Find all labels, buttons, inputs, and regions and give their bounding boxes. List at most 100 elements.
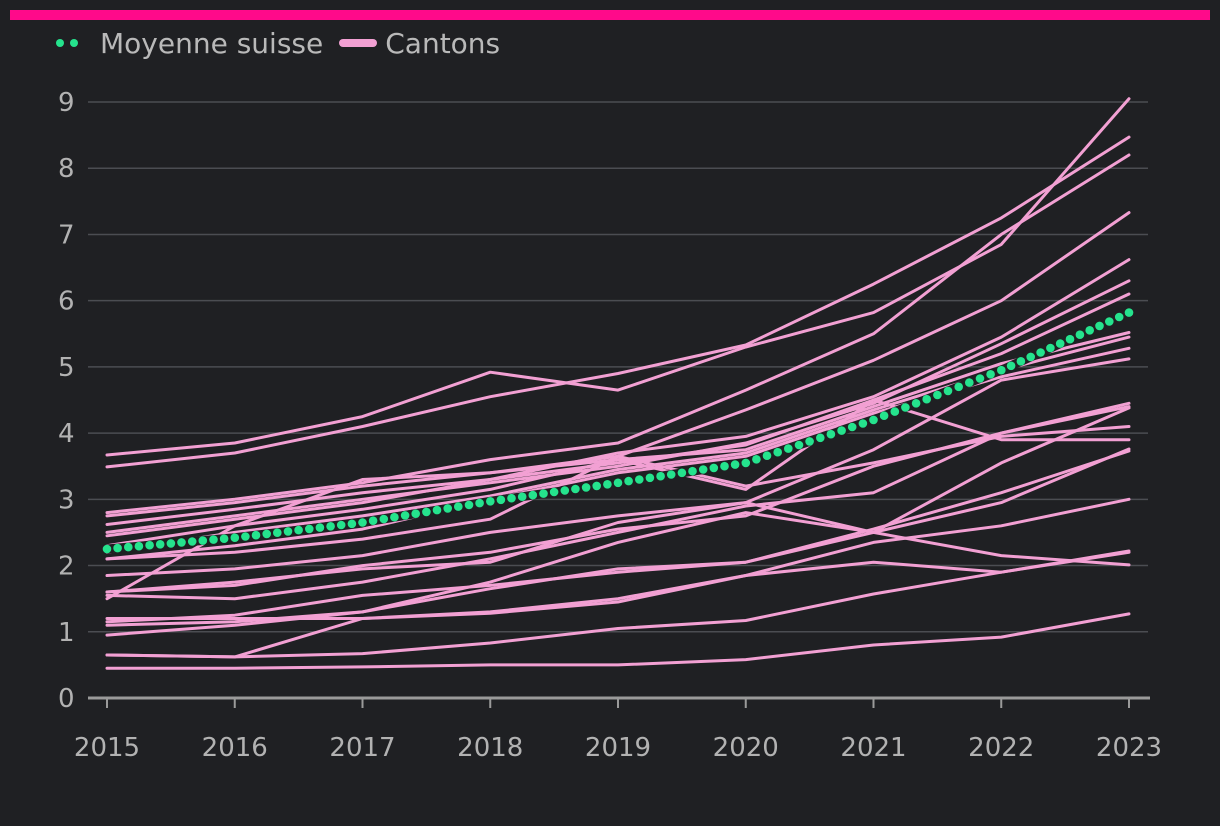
average-dot [486,497,495,506]
average-dot [432,505,442,515]
chart-legend: Moyenne suisse Cantons [56,26,516,60]
x-tick-label: 2019 [585,733,651,763]
legend-item-average: Moyenne suisse [56,27,323,60]
y-tick-label: 4 [58,419,75,449]
average-dot [390,512,399,522]
canton-line [105,357,1131,577]
average-dot [816,433,825,443]
average-dot [1114,312,1124,322]
average-dot [858,419,868,428]
average-dot [102,544,112,554]
average-dot [1026,352,1035,362]
x-tick-label: 2015 [74,733,140,763]
average-dot [166,539,176,548]
average-dot [571,484,580,494]
average-dot [794,440,804,450]
average-dot [986,370,995,379]
average-dot [411,509,421,518]
canton-lines [105,97,1131,670]
average-dot [454,502,463,511]
average-dot [283,527,293,536]
average-dot [539,489,548,498]
average-dot [528,490,538,500]
y-tick-label: 9 [58,88,75,118]
y-tick-label: 1 [58,618,75,648]
y-tick-label: 2 [58,552,75,582]
average-dot [124,542,133,552]
average-dot-marker [56,39,90,47]
average-dot [113,543,122,553]
average-dot [698,465,708,474]
average-dot [145,540,154,550]
cantons-line-marker [339,39,378,47]
canton-line [105,612,1131,670]
average-dot [507,493,516,503]
x-tick-label: 2021 [840,733,906,763]
canton-line [105,398,1131,601]
canton-line [105,153,1131,515]
x-tick-label: 2017 [329,733,395,763]
top-accent-bar [10,10,1210,20]
average-dot [805,437,814,446]
average-dot [230,533,240,542]
average-dot [560,486,570,495]
average-dot [294,525,303,535]
x-tick-label: 2022 [968,733,1034,763]
y-tick-label: 6 [58,287,75,317]
canton-line [105,501,1131,594]
average-dot [688,466,697,476]
average-dot [209,535,218,544]
average-dot [1085,326,1094,335]
average-dot [241,532,250,541]
average-dot [1105,317,1114,326]
x-tick-label: 2016 [202,733,268,763]
average-dot [475,498,484,508]
canton-line [105,550,1131,659]
y-tick-label: 0 [58,684,75,714]
average-dot [422,507,431,517]
average-dot [922,394,931,404]
average-dot [635,475,644,484]
average-dot [720,461,729,471]
axis-layer: 0 1 2 3 4 5 6 7 8 9 2015 2016 2017 2018 2019 2020 2021 20… [58,88,1162,763]
average-dot [1036,348,1045,357]
average-dot [784,444,793,453]
average-dot [677,468,687,478]
average-dot [847,422,857,432]
y-tick-label: 5 [58,353,75,383]
average-dot [624,476,633,486]
average-dot [134,541,144,551]
average-dot [177,538,186,547]
average-dot [443,504,453,513]
average-dot [826,429,836,439]
canton-line [105,549,1131,659]
canton-line [105,258,1131,526]
average-dot [368,516,378,525]
average-dot [517,492,527,502]
average-dot [326,522,335,531]
average-dot [336,520,346,530]
average-dot [1055,339,1065,348]
average-dot [592,481,601,491]
average-dot [997,365,1006,375]
legend-average-label: Moyenne suisse [100,26,324,60]
canton-line [105,135,1131,469]
average-dot [187,537,197,546]
average-dot [400,511,410,520]
average-series [102,308,1134,554]
average-dot [1124,308,1134,317]
average-dot [762,451,772,461]
x-tick-label: 2020 [713,733,779,763]
average-dot [656,471,665,481]
average-dot [1016,357,1026,366]
average-dot [975,374,985,383]
average-dot [315,523,325,532]
canton-line [105,497,1131,620]
average-dot [943,386,953,396]
average-dot [198,536,208,545]
legend-item-cantons: Cantons [339,27,500,60]
average-dot [911,399,921,408]
average-dot [1095,321,1104,331]
legend-cantons-label: Cantons [385,26,501,60]
